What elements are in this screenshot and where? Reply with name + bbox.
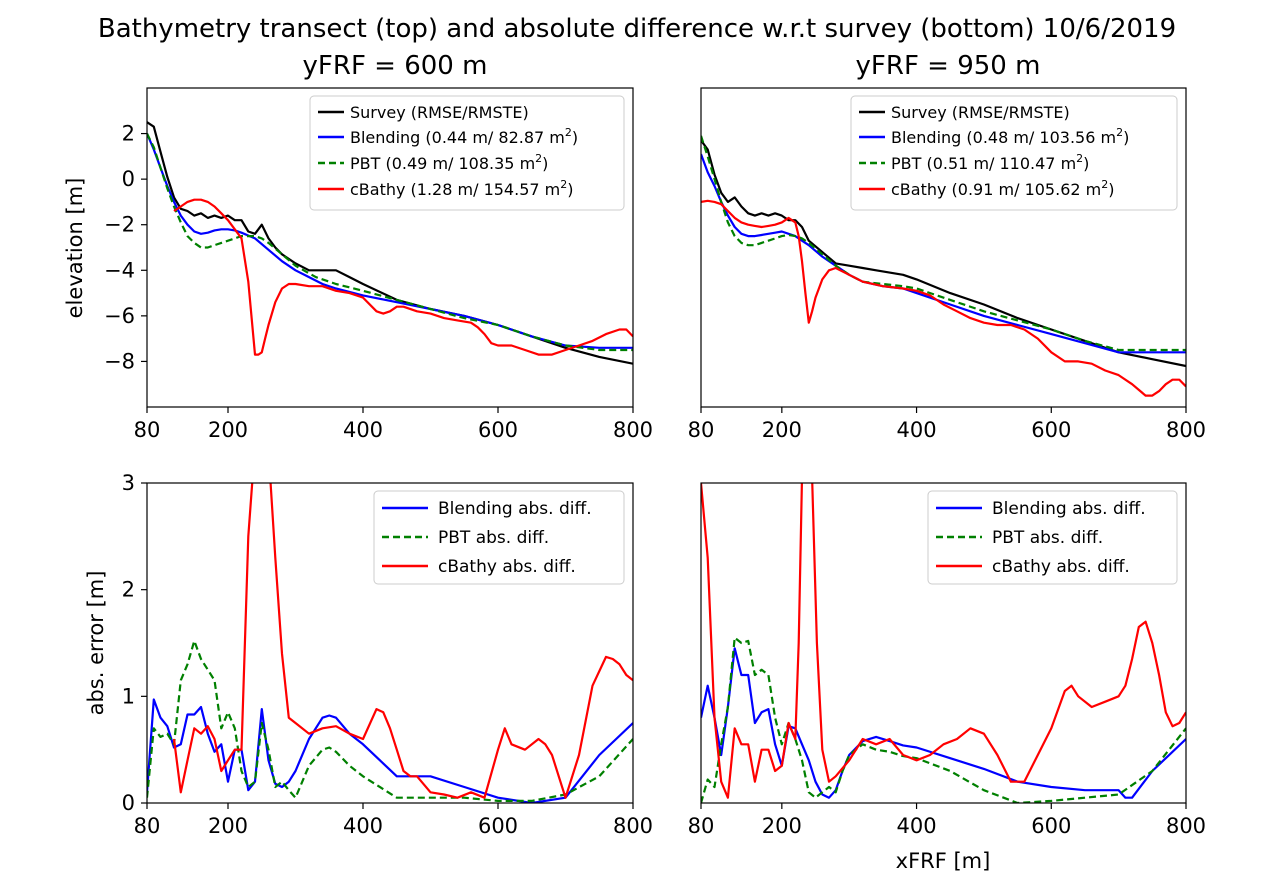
series-line-pbt-abs-diff xyxy=(147,639,633,803)
y-tick-label: 3 xyxy=(122,471,135,495)
legend-label-blending: Blending abs. diff. xyxy=(992,499,1146,519)
x-tick-label: 80 xyxy=(134,814,161,838)
x-tick-label: 80 xyxy=(688,418,715,442)
x-tick-label: 800 xyxy=(613,814,653,838)
series-line-pbt-abs-diff xyxy=(701,636,1186,803)
y-axis-label: abs. error [m] xyxy=(84,571,108,716)
y-tick-label: 2 xyxy=(122,578,135,602)
legend-frame xyxy=(927,490,1178,585)
series-line-blending xyxy=(701,153,1186,354)
figure-title: Bathymetry transect (top) and absolute d… xyxy=(98,14,1176,44)
x-tick-label: 600 xyxy=(478,418,518,442)
legend-label-cbathy: cBathy (1.28 m/ 154.57 m2) xyxy=(350,178,573,199)
legend: Blending abs. diff. PBT abs. diff. cBath… xyxy=(927,490,1178,585)
panel-bottom-left: 80 200 400 600 800 0 1 2 3 abs. error [m] Blendi… xyxy=(84,471,653,838)
x-tick-label: 600 xyxy=(1031,418,1071,442)
series-line-pbt xyxy=(147,133,633,352)
series-line-cbathy-abs-diff xyxy=(701,483,1186,799)
legend: Survey (RMSE/RMSTE) Blending (0.44 m/ 82… xyxy=(309,95,625,211)
series-line-blending-abs-diff xyxy=(147,698,633,803)
x-tick-label: 400 xyxy=(343,418,383,442)
x-tick-label: 400 xyxy=(897,814,937,838)
x-tick-label: 200 xyxy=(762,418,802,442)
legend: Blending abs. diff. PBT abs. diff. cBath… xyxy=(373,490,625,585)
x-tick-label: 200 xyxy=(208,814,248,838)
y-axis-label: elevation [m] xyxy=(63,178,87,319)
y-tick-label: −6 xyxy=(104,304,135,328)
legend-label-blending: Blending abs. diff. xyxy=(438,499,592,519)
plot-frame xyxy=(146,482,634,804)
x-tick-label: 80 xyxy=(134,418,161,442)
legend-label-cbathy: cBathy abs. diff. xyxy=(992,557,1130,577)
legend-label-pbt: PBT (0.51 m/ 110.47 m2) xyxy=(891,152,1089,173)
legend-label-blending: Blending (0.44 m/ 82.87 m2) xyxy=(350,126,578,147)
x-tick-label: 800 xyxy=(1166,814,1206,838)
x-tick-label: 400 xyxy=(343,814,383,838)
legend-label-survey: Survey (RMSE/RMSTE) xyxy=(350,103,529,122)
y-tick-label: 0 xyxy=(122,167,135,191)
legend-frame xyxy=(309,95,625,211)
y-tick-label: −4 xyxy=(104,258,135,282)
y-tick-label: −8 xyxy=(104,349,135,373)
series-line-cbathy xyxy=(701,199,1186,397)
x-tick-label: 600 xyxy=(1031,814,1071,838)
legend-label-cbathy: cBathy abs. diff. xyxy=(438,557,576,577)
legend-label-blending: Blending (0.48 m/ 103.56 m2) xyxy=(891,126,1129,147)
series-line-blending xyxy=(147,133,633,349)
legend-frame xyxy=(850,95,1178,211)
series-line-pbt xyxy=(701,135,1186,352)
panel-bottom-right: 80 200 400 600 800 xFRF [m] Blending abs. di… xyxy=(688,482,1206,873)
series-line-survey xyxy=(701,139,1186,368)
legend-label-cbathy: cBathy (0.91 m/ 105.62 m2) xyxy=(891,178,1114,199)
panel-top-left: yFRF = 600 m 80 200 400 600 800 2 0 −2 −4 −6 −8 el… xyxy=(63,51,653,442)
panel-title: yFRF = 600 m xyxy=(303,51,488,81)
x-axis-label: xFRF [m] xyxy=(896,849,991,873)
legend-label-pbt: PBT abs. diff. xyxy=(992,528,1103,548)
series-line-cbathy xyxy=(173,198,633,356)
y-tick-label: 0 xyxy=(122,791,135,815)
panel-top-right: yFRF = 950 m 80 200 400 600 800 Survey (RMSE… xyxy=(688,51,1206,442)
legend-label-pbt: PBT abs. diff. xyxy=(438,528,549,548)
panel-title: yFRF = 950 m xyxy=(856,51,1041,81)
plot-frame xyxy=(700,87,1187,408)
x-tick-label: 800 xyxy=(1166,418,1206,442)
series-line-blending-abs-diff xyxy=(701,647,1186,799)
legend-frame xyxy=(373,490,625,585)
x-tick-label: 800 xyxy=(613,418,653,442)
y-tick-label: 1 xyxy=(122,684,135,708)
legend-label-survey: Survey (RMSE/RMSTE) xyxy=(891,103,1070,122)
legend-label-pbt: PBT (0.49 m/ 108.35 m2) xyxy=(350,152,548,173)
x-tick-label: 200 xyxy=(208,418,248,442)
y-tick-label: −2 xyxy=(104,213,135,237)
x-tick-label: 400 xyxy=(897,418,937,442)
series-line-cbathy-abs-diff xyxy=(172,483,633,799)
x-tick-label: 600 xyxy=(478,814,518,838)
legend: Survey (RMSE/RMSTE) Blending (0.48 m/ 10… xyxy=(850,95,1178,211)
plot-frame xyxy=(700,482,1187,804)
x-tick-label: 80 xyxy=(688,814,715,838)
plot-frame xyxy=(146,87,634,408)
x-tick-label: 200 xyxy=(762,814,802,838)
y-tick-label: 2 xyxy=(122,122,135,146)
